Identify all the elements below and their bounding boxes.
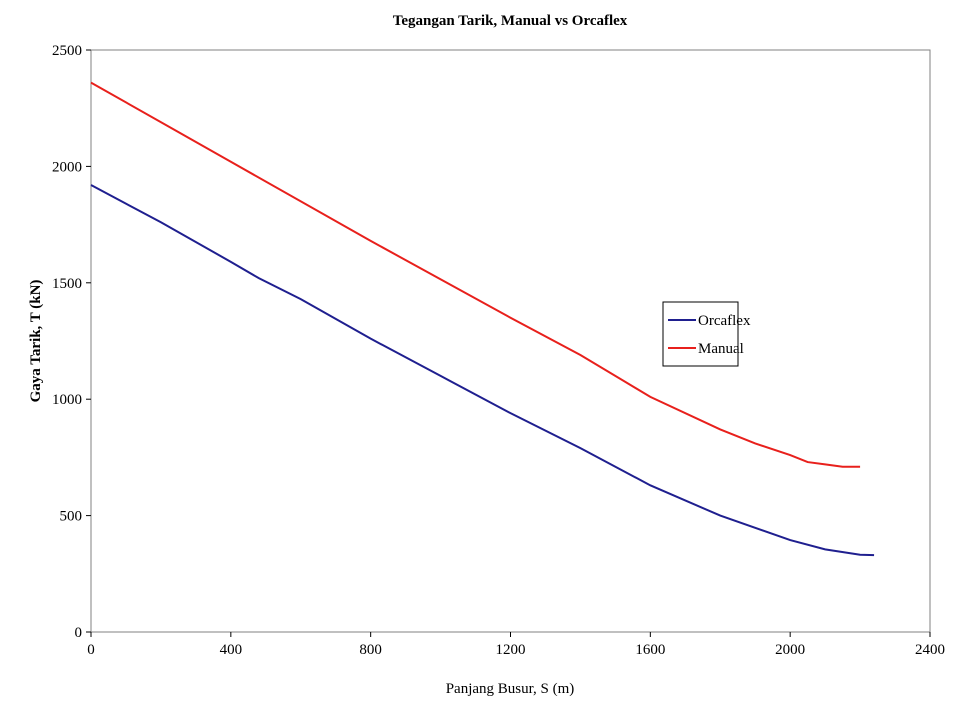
x-tick-label: 1200 <box>496 642 526 658</box>
y-tick-label: 500 <box>60 509 83 525</box>
y-tick-label: 0 <box>75 625 83 641</box>
y-tick-label: 2500 <box>52 43 82 59</box>
x-tick-label: 800 <box>359 642 382 658</box>
y-axis-label: Gaya Tarik, T (kN) <box>28 280 44 403</box>
chart-title: Tegangan Tarik, Manual vs Orcaflex <box>393 13 628 29</box>
x-axis-label: Panjang Busur, S (m) <box>446 681 575 697</box>
line-series <box>91 185 874 555</box>
x-tick-label: 0 <box>87 642 95 658</box>
x-tick-label: 2400 <box>915 642 945 658</box>
x-tick-label: 1600 <box>635 642 665 658</box>
legend-label: Manual <box>698 341 744 357</box>
y-tick-label: 1500 <box>52 276 82 292</box>
legend-label: Orcaflex <box>698 313 751 329</box>
x-tick-label: 2000 <box>775 642 805 658</box>
y-tick-label: 1000 <box>52 392 82 408</box>
y-tick-label: 2000 <box>52 159 82 175</box>
chart: Tegangan Tarik, Manual vs Orcaflex Panja… <box>0 0 955 700</box>
x-tick-label: 400 <box>220 642 243 658</box>
line-series <box>91 83 860 467</box>
